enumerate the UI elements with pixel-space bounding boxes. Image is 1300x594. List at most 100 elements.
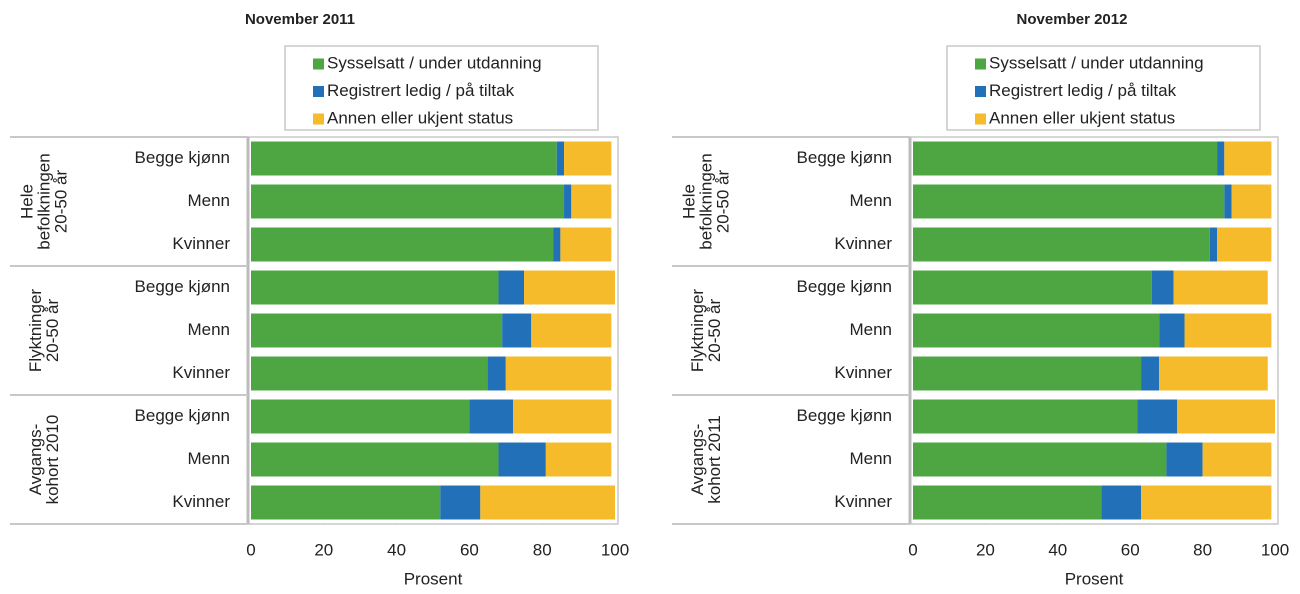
x-tick-label: 0 [908,540,917,559]
x-axis-label: Prosent [404,569,463,588]
group-label: 20-50 år [51,170,70,234]
bar-segment [251,141,557,176]
group-label: kohort 2011 [705,415,724,504]
category-label: Kvinner [172,492,230,511]
bar-segment [487,356,506,391]
bar-segment [531,313,612,348]
legend-swatch [313,86,324,97]
bar-segment [913,442,1167,477]
category-label: Menn [849,191,892,210]
bar-segment [498,270,524,305]
bar-segment [498,442,546,477]
x-tick-label: 100 [601,540,629,559]
legend-swatch [975,58,986,70]
legend-box [284,45,599,131]
legend-label: Sysselsatt / under utdanning [327,53,542,72]
bar-segment [913,227,1210,262]
group-label: befolkningen [696,153,715,249]
legend-box [946,45,1261,131]
group-label: 20-50 år [705,299,724,363]
bar-segment [913,313,1160,348]
group-label: Avgangs- [26,424,45,496]
bar-segment [545,442,612,477]
x-tick-label: 80 [1193,540,1212,559]
bar-segment [1173,270,1268,305]
legend: Sysselsatt / under utdanning Registrert l… [946,45,1261,131]
group-label: Flyktninger [688,289,707,372]
bar-segment [1217,141,1225,176]
group-label: Flyktninger [26,289,45,372]
category-label: Kvinner [172,363,230,382]
legend-label: Annen eller ukjent status [327,108,513,127]
group-label: Hele [679,184,698,219]
group-label: Avgangs- [688,424,707,496]
bar-segment [1141,356,1160,391]
category-label: Begge kjønn [135,277,230,296]
category-label: Begge kjønn [797,277,892,296]
bar-segment [1209,227,1218,262]
x-tick-label: 0 [246,540,255,559]
bar-segment [913,270,1152,305]
category-label: Begge kjønn [135,406,230,425]
legend: Sysselsatt / under utdanning Registrert l… [284,45,599,131]
group-label: 20-50 år [43,299,62,363]
bar-segment [913,184,1225,219]
bar-segment [1224,141,1272,176]
legend-label: Annen eller ukjent status [989,108,1175,127]
category-label: Kvinner [172,234,230,253]
bar-segment [913,399,1138,434]
bar-segment [505,356,612,391]
bar-segment [571,184,612,219]
bar-segment [1151,270,1174,305]
bar-segment [1224,184,1232,219]
x-tick-label: 100 [1261,540,1289,559]
category-label: Kvinner [834,363,892,382]
x-tick-label: 40 [1048,540,1067,559]
category-label: Menn [187,449,230,468]
bar-segment [1217,227,1272,262]
bar-segment [564,184,572,219]
bar-segment [1101,485,1142,520]
bar-segment [469,399,514,434]
bar-segment [913,356,1142,391]
category-label: Kvinner [834,492,892,511]
group-label: Hele [17,184,36,219]
category-label: Kvinner [834,234,892,253]
bar-segment [564,141,612,176]
bar-segment [251,270,499,305]
category-label: Begge kjønn [135,148,230,167]
bar-segment [1137,399,1178,434]
group-label: 20-50 år [713,170,732,234]
bar-segment [1231,184,1272,219]
category-label: Begge kjønn [797,406,892,425]
bar-segment [480,485,615,520]
legend-swatch [975,113,986,125]
bar-segment [553,227,561,262]
bar-segment [1159,356,1268,391]
chart-title: November 2011 [245,11,355,28]
legend-swatch [313,58,324,70]
bar-segment [913,141,1218,176]
x-tick-label: 80 [533,540,552,559]
x-tick-label: 40 [387,540,406,559]
category-label: Menn [187,191,230,210]
x-tick-label: 60 [1121,540,1140,559]
bar-segment [556,141,565,176]
bar-segment [1141,485,1272,520]
bar-segment [1177,399,1275,434]
legend-label: Sysselsatt / under utdanning [989,53,1204,72]
bar-segment [251,442,499,477]
category-label: Menn [187,320,230,339]
bar-segment [251,485,441,520]
x-tick-label: 20 [976,540,995,559]
bar-segment [524,270,615,305]
chart-title: November 2012 [1017,11,1128,28]
bar-segment [440,485,481,520]
category-label: Menn [849,449,892,468]
bar-segment [1166,442,1203,477]
legend-swatch [975,86,986,97]
category-label: Menn [849,320,892,339]
legend-label: Registrert ledig / på tiltak [327,81,515,100]
category-label: Begge kjønn [797,148,892,167]
